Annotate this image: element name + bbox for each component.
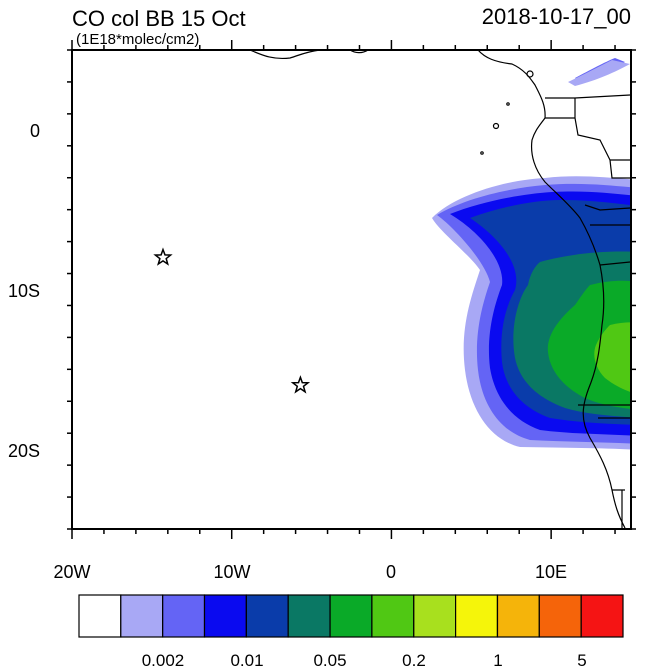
coastline-west-africa-gulf bbox=[249, 50, 369, 60]
colorbar bbox=[78, 594, 624, 638]
colorbar-label-2: 0.05 bbox=[313, 651, 346, 667]
island-4 bbox=[480, 151, 484, 155]
coastline-africa-west bbox=[477, 50, 626, 529]
colorbar-swatch-4 bbox=[245, 594, 289, 638]
y-tick-label-20s: 20S bbox=[8, 441, 40, 461]
colorbar-label-0: 0.002 bbox=[142, 651, 185, 667]
island-3 bbox=[506, 102, 510, 106]
x-tick-label-10w: 10W bbox=[213, 562, 250, 582]
colorbar-label-3: 0.2 bbox=[402, 651, 426, 667]
axis-ticks bbox=[67, 40, 636, 539]
colorbar-label-1: 0.01 bbox=[230, 651, 263, 667]
colorbar-swatch-3 bbox=[203, 594, 247, 638]
colorbar-swatch-10 bbox=[496, 594, 540, 638]
x-tick-label-10e: 10E bbox=[535, 562, 567, 582]
map-timestamp: 2018-10-17_00 bbox=[482, 4, 631, 29]
colorbar-label-4: 1 bbox=[493, 651, 502, 667]
y-tick-label-10s: 10S bbox=[8, 281, 40, 301]
star-marker-1 bbox=[153, 247, 173, 266]
colorbar-swatch-7 bbox=[371, 594, 415, 638]
map-title: CO col BB 15 Oct bbox=[72, 6, 246, 31]
colorbar-swatch-12 bbox=[580, 594, 624, 638]
colorbar-swatch-11 bbox=[538, 594, 582, 638]
star-marker-2 bbox=[290, 375, 311, 394]
colorbar-swatch-9 bbox=[455, 594, 499, 638]
x-tick-label-20w: 20W bbox=[53, 562, 90, 582]
colorbar-swatch-6 bbox=[329, 594, 373, 638]
colorbar-labels: 0.002 0.01 0.05 0.2 1 5 bbox=[142, 651, 587, 667]
colorbar-swatch-5 bbox=[287, 594, 331, 638]
plume-band-north-light bbox=[568, 60, 630, 86]
colorbar-swatch-2 bbox=[162, 594, 206, 638]
co-plume-contours bbox=[432, 58, 631, 450]
plume-band-lightgreen bbox=[594, 322, 631, 393]
island-1 bbox=[526, 70, 534, 78]
map-frame bbox=[71, 49, 632, 530]
map-units: (1E18*molec/cm2) bbox=[76, 31, 199, 48]
colorbar-swatch-0 bbox=[78, 594, 122, 638]
island-2 bbox=[492, 122, 500, 130]
x-tick-label-0: 0 bbox=[386, 562, 396, 582]
colorbar-label-5: 5 bbox=[577, 651, 586, 667]
y-tick-label-0: 0 bbox=[30, 121, 40, 141]
colorbar-swatch-1 bbox=[120, 594, 164, 638]
star-markers bbox=[153, 247, 311, 394]
colorbar-swatch-8 bbox=[413, 594, 457, 638]
border-lines-2 bbox=[578, 204, 631, 528]
border-lines-1 bbox=[545, 94, 631, 179]
